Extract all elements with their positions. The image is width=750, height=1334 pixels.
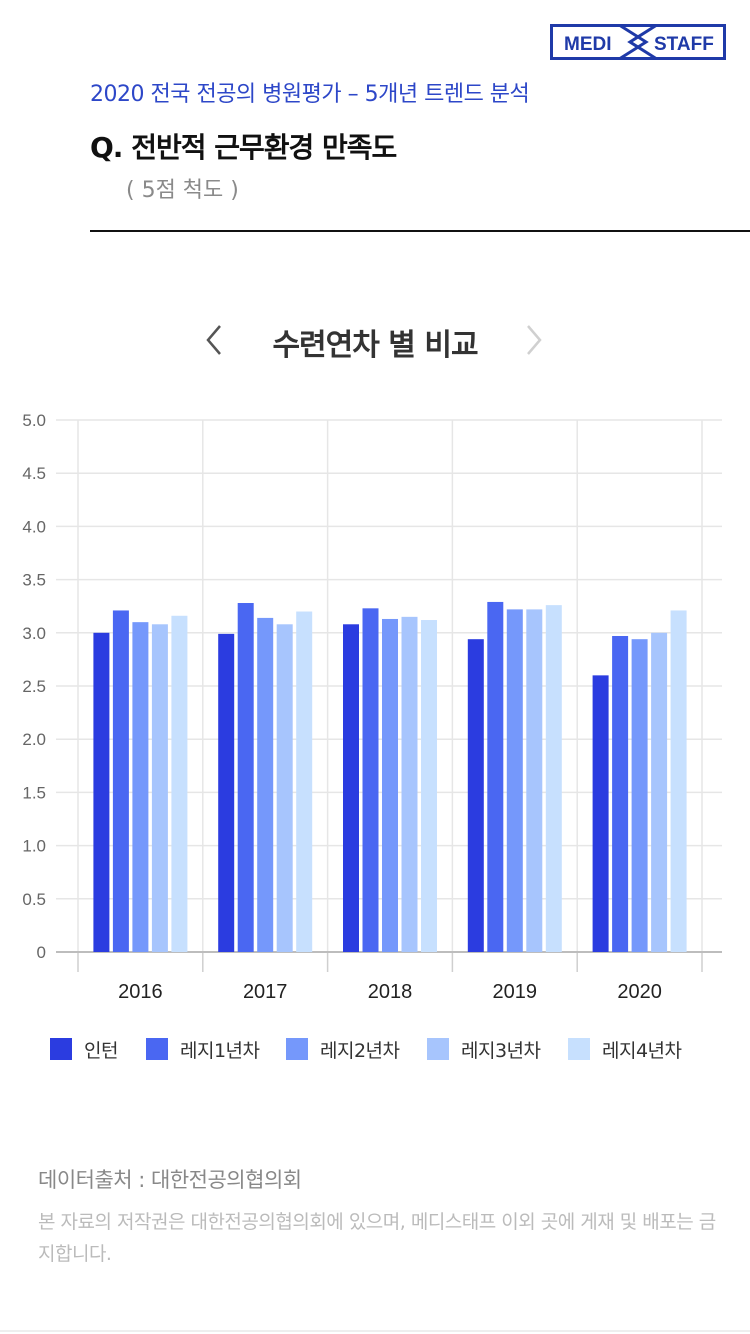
bar xyxy=(421,620,437,952)
bar xyxy=(382,618,398,952)
bar xyxy=(670,610,687,952)
medistaff-logo: MEDI STAFF xyxy=(550,24,726,60)
chart-legend: 인턴 레지1년차 레지2년차 레지3년차 레지4년차 xyxy=(50,1036,730,1062)
bar xyxy=(651,632,668,952)
bar xyxy=(257,617,274,952)
bar xyxy=(401,616,418,952)
x-tick-label: 2018 xyxy=(368,981,413,1003)
logo-left-text: MEDI xyxy=(564,34,612,55)
bar xyxy=(592,675,609,952)
bar xyxy=(276,624,293,952)
report-subtitle: 2020 전국 전공의 병원평가 – 5개년 트렌드 분석 xyxy=(90,82,530,107)
bar xyxy=(171,615,188,952)
data-source: 데이터출처 : 대한전공의협의회 xyxy=(38,1168,302,1192)
chart-labels: 0 0.5 1.0 1.5 2.0 2.5 3.0 3.5 4.0 4.5 5.0 2016 2017 2… xyxy=(22,411,661,1003)
y-tick-label: 0.5 xyxy=(22,890,46,909)
legend-item: 레지4년차 xyxy=(568,1036,682,1062)
bar xyxy=(631,639,648,952)
x-tick-label: 2020 xyxy=(617,981,662,1003)
legend-swatch xyxy=(50,1038,72,1060)
header-divider xyxy=(90,230,750,232)
y-tick-label: 3.5 xyxy=(22,571,46,590)
legend-label: 레지4년차 xyxy=(602,1039,682,1062)
x-tick-label: 2017 xyxy=(243,981,288,1003)
y-tick-label: 5.0 xyxy=(22,411,46,430)
bar xyxy=(93,632,110,952)
legend-label: 레지3년차 xyxy=(461,1039,541,1062)
legend-label: 인턴 xyxy=(84,1039,118,1062)
bar xyxy=(545,605,562,952)
y-tick-label: 1.0 xyxy=(22,837,46,856)
legend-swatch xyxy=(427,1038,449,1060)
chart-title: 수련연차 별 비교 xyxy=(272,328,478,363)
legend-item: 인턴 xyxy=(50,1036,118,1062)
legend-label: 레지1년차 xyxy=(180,1039,260,1062)
bar xyxy=(343,624,359,952)
bar xyxy=(506,609,523,952)
bar xyxy=(526,609,543,952)
legend-swatch xyxy=(146,1038,168,1060)
y-tick-label: 4.0 xyxy=(22,517,46,536)
legend-item: 레지1년차 xyxy=(146,1036,260,1062)
legend-item: 레지3년차 xyxy=(427,1036,541,1062)
question-title: Q. 전반적 근무환경 만족도 xyxy=(90,131,397,164)
bar xyxy=(296,611,313,952)
bar xyxy=(612,635,629,952)
bar xyxy=(467,639,484,952)
copyright-note: 본 자료의 저작권은 대한전공의협의회에 있으며, 메디스태프 이외 곳에 게재… xyxy=(38,1211,716,1265)
x-tick-label: 2016 xyxy=(118,981,163,1003)
bar xyxy=(151,624,168,952)
chart-axes xyxy=(56,951,722,972)
bar xyxy=(362,608,379,952)
bar xyxy=(487,601,504,952)
chevron-right-icon[interactable] xyxy=(522,322,546,358)
y-tick-label: 2.5 xyxy=(22,677,46,696)
legend-label: 레지2년차 xyxy=(320,1039,400,1062)
legend-item: 레지2년차 xyxy=(286,1036,400,1062)
bar xyxy=(132,622,149,952)
legend-swatch xyxy=(286,1038,308,1060)
logo-right-text: STAFF xyxy=(654,34,714,55)
bar xyxy=(218,633,235,952)
bar xyxy=(237,603,254,952)
y-tick-label: 2.0 xyxy=(22,730,46,749)
chart-bars xyxy=(93,601,687,952)
bottom-divider xyxy=(0,1330,750,1332)
bar xyxy=(112,610,129,952)
scale-note: ( 5점 척도 ) xyxy=(126,178,239,203)
legend-swatch xyxy=(568,1038,590,1060)
y-tick-label: 1.5 xyxy=(22,783,46,802)
y-tick-label: 4.5 xyxy=(22,464,46,483)
x-tick-label: 2019 xyxy=(493,981,538,1003)
chart-navigator: 수련연차 별 비교 xyxy=(0,312,750,368)
y-tick-label: 0 xyxy=(37,943,46,962)
chevron-left-icon[interactable] xyxy=(202,322,226,358)
bar-chart: 0 0.5 1.0 1.5 2.0 2.5 3.0 3.5 4.0 4.5 5.0 2016 2017 2… xyxy=(22,411,722,1003)
y-tick-label: 3.0 xyxy=(22,624,46,643)
